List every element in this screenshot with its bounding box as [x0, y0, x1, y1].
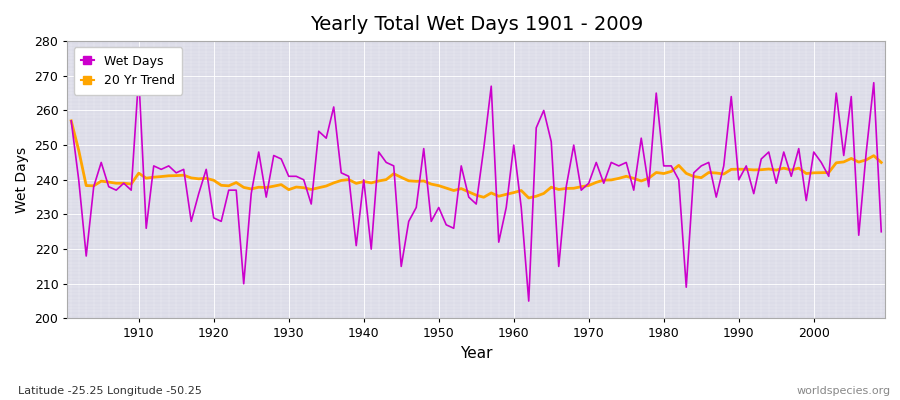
- Wet Days: [66, 118, 77, 123]
- Wet Days: [613, 164, 624, 168]
- Title: Yearly Total Wet Days 1901 - 2009: Yearly Total Wet Days 1901 - 2009: [310, 15, 643, 34]
- Line: Wet Days: Wet Days: [71, 76, 881, 301]
- 20 Yr Trend: [126, 182, 137, 186]
- 20 Yr Trend: [291, 185, 302, 190]
- Legend: Wet Days, 20 Yr Trend: Wet Days, 20 Yr Trend: [74, 47, 182, 95]
- 20 Yr Trend: [500, 192, 511, 197]
- Wet Days: [876, 229, 886, 234]
- Y-axis label: Wet Days: Wet Days: [15, 147, 29, 213]
- Wet Days: [516, 205, 526, 210]
- 20 Yr Trend: [523, 196, 534, 200]
- Wet Days: [133, 73, 144, 78]
- 20 Yr Trend: [508, 190, 519, 195]
- 20 Yr Trend: [66, 118, 77, 123]
- Line: 20 Yr Trend: 20 Yr Trend: [71, 121, 881, 198]
- Wet Days: [523, 299, 534, 304]
- Wet Days: [126, 188, 137, 192]
- Text: worldspecies.org: worldspecies.org: [796, 386, 891, 396]
- 20 Yr Trend: [876, 160, 886, 165]
- Text: Latitude -25.25 Longitude -50.25: Latitude -25.25 Longitude -50.25: [18, 386, 202, 396]
- Wet Days: [508, 143, 519, 148]
- Wet Days: [298, 177, 309, 182]
- X-axis label: Year: Year: [460, 346, 492, 361]
- 20 Yr Trend: [336, 178, 346, 183]
- 20 Yr Trend: [606, 178, 616, 182]
- Wet Days: [343, 174, 354, 179]
